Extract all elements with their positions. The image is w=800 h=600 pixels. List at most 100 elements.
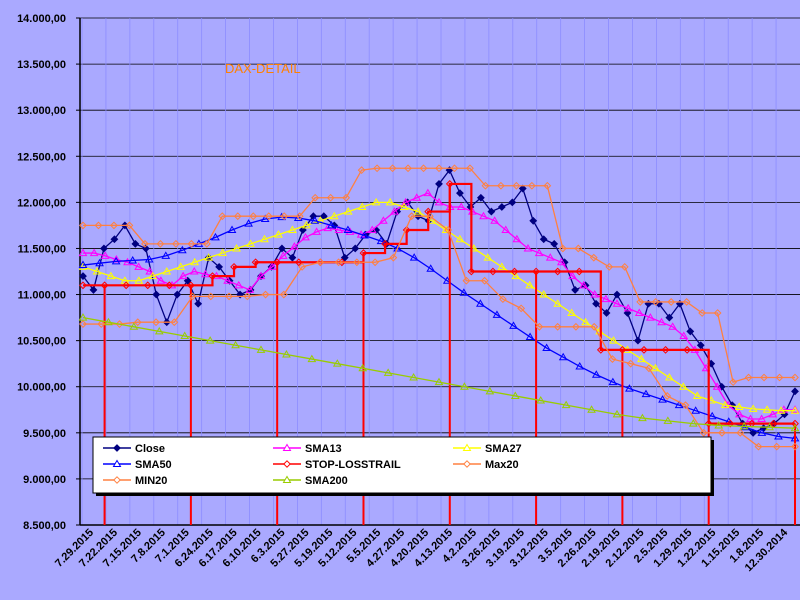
series-point [399, 202, 409, 210]
series-point [510, 267, 519, 276]
series-point [748, 404, 758, 412]
y-tick-label: 9.000,00 [23, 474, 66, 486]
series-max20 [79, 164, 799, 387]
series-point [686, 327, 695, 336]
series-point [589, 253, 598, 262]
series-point [100, 251, 110, 259]
series-point [553, 267, 562, 276]
series-point [156, 239, 165, 248]
series-point [180, 331, 190, 340]
series-point [518, 184, 527, 193]
series-point [435, 180, 443, 188]
series-point [334, 258, 343, 267]
y-tick-label: 10.500,00 [17, 336, 66, 348]
series-point [231, 340, 240, 349]
series-point [658, 395, 667, 403]
legend-item: SMA27 [453, 443, 522, 455]
series-point [718, 428, 726, 437]
series-point [608, 377, 618, 386]
series-point [525, 332, 535, 340]
series-point [111, 256, 121, 265]
series-point [278, 251, 288, 259]
series-point [171, 239, 180, 248]
series-point [667, 298, 676, 306]
series-point [94, 221, 103, 230]
chart-title: DAX-DETAIL [225, 61, 301, 76]
series-point [608, 355, 617, 363]
series-point [749, 428, 758, 437]
series-point [123, 257, 132, 266]
series-point [498, 295, 507, 304]
legend-swatch-marker [112, 459, 122, 467]
series-point [412, 193, 422, 201]
series-point [483, 253, 493, 261]
legend-swatch-marker [283, 460, 291, 468]
series-point [249, 212, 258, 221]
series-line [82, 216, 796, 439]
legend-item: SMA13 [273, 443, 342, 455]
series-point [280, 212, 289, 221]
y-tick-label: 10.000,00 [17, 382, 66, 394]
series-point [245, 285, 255, 293]
series-point [402, 226, 411, 234]
series-point [148, 271, 158, 280]
series-point [466, 164, 474, 173]
series-point [298, 262, 306, 271]
series-point [455, 234, 465, 243]
series-point [243, 292, 252, 301]
series-point [232, 243, 241, 252]
series-point [326, 193, 335, 202]
series-point [307, 354, 317, 363]
series-point [187, 239, 196, 248]
series-point [288, 253, 297, 262]
series-point [211, 232, 220, 241]
legend-item: Max20 [453, 459, 519, 471]
series-point [434, 197, 444, 206]
y-tick-label: 12.000,00 [17, 197, 66, 209]
series-point [590, 290, 600, 298]
series-point [772, 442, 781, 451]
series-point [646, 313, 655, 321]
series-point [301, 232, 310, 241]
series-point [620, 262, 629, 271]
series-point [683, 345, 692, 354]
series-point [638, 413, 647, 422]
series-point [131, 239, 140, 248]
series-point [757, 428, 767, 436]
series-point [508, 198, 517, 207]
series-point [637, 354, 646, 363]
series-point [575, 361, 585, 370]
series-point [435, 164, 443, 173]
series-point [256, 345, 266, 353]
series-point [682, 298, 691, 306]
series-point [581, 317, 590, 326]
legend-label: STOP-LOSSTRAIL [305, 459, 401, 471]
series-point [605, 262, 614, 271]
series-point [385, 197, 395, 206]
series-point [128, 255, 138, 264]
series-point [674, 400, 684, 409]
legend-item: SMA50 [103, 459, 172, 471]
legend-item: STOP-LOSSTRAIL [273, 459, 401, 471]
series-point [190, 257, 200, 266]
series-point [256, 271, 266, 280]
series-point [244, 219, 253, 227]
series-point [481, 181, 490, 190]
series-point [587, 405, 596, 413]
series-sma200 [78, 313, 800, 432]
series-point [734, 402, 744, 411]
series-point [509, 321, 518, 329]
series-point [194, 299, 203, 308]
plot-frame [79, 18, 800, 526]
series-point [176, 262, 186, 270]
series-point [279, 290, 288, 299]
series-point [274, 230, 283, 238]
series-point [550, 239, 559, 248]
series-point [110, 221, 118, 230]
series-point [640, 345, 648, 354]
series-point [332, 359, 342, 367]
series-point [367, 225, 377, 234]
y-tick-label: 11.500,00 [18, 243, 66, 255]
series-point [591, 370, 601, 378]
